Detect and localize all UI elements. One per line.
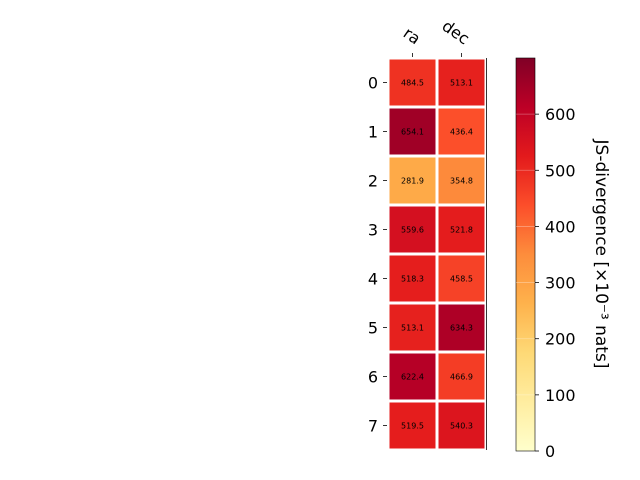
cell-value-label: 458.5 <box>450 275 473 284</box>
column-tick-label: dec <box>439 16 473 48</box>
cell-value-label: 281.9 <box>401 177 424 186</box>
row-tick-label: 7 <box>368 417 378 436</box>
cell-value-label: 354.8 <box>450 177 473 186</box>
cell-value-label: 466.9 <box>450 373 473 382</box>
heatmap-cells: 484.5 513.1 654.1 436.4 281.9 354.8 559.6 521.8… <box>386 56 488 452</box>
cell-value-label: 513.1 <box>450 79 473 88</box>
column-tick-labels: ra dec <box>400 16 473 57</box>
colorbar-tick-label: 300 <box>545 274 576 293</box>
row-tick-label: 3 <box>368 221 378 240</box>
column-tick-label: ra <box>400 23 424 48</box>
cell-value-label: 519.5 <box>401 422 424 431</box>
row-tick-label: 0 <box>368 74 378 93</box>
colorbar-tick-label: 400 <box>545 217 576 236</box>
cell-value-label: 521.8 <box>450 226 473 235</box>
colorbar-tick-label: 200 <box>545 330 576 349</box>
colorbar-tick-label: 0 <box>545 442 555 461</box>
cell-value-label: 540.3 <box>450 422 473 431</box>
heatmap-cell <box>435 105 488 158</box>
heatmap-cell <box>435 399 488 452</box>
colorbar-tick-label: 600 <box>545 105 576 124</box>
heatmap-cell <box>435 252 488 305</box>
heatmap-cell <box>435 154 488 207</box>
cell-value-label: 518.3 <box>401 275 424 284</box>
colorbar-gradient <box>515 57 536 452</box>
colorbar-lines <box>516 113 535 396</box>
row-tick-label: 5 <box>368 319 378 338</box>
cell-value-label: 484.5 <box>401 79 424 88</box>
cell-value-label: 559.6 <box>401 226 424 235</box>
colorbar-ticks: 0 100 200 300 400 500 600 <box>535 105 576 461</box>
cell-value-label: 634.3 <box>450 324 473 333</box>
colorbar-tick-label: 500 <box>545 161 576 180</box>
colorbar-tick-label: 100 <box>545 386 576 405</box>
cell-value-label: 513.1 <box>401 324 424 333</box>
row-tick-label: 2 <box>368 172 378 191</box>
cell-value-label: 436.4 <box>450 128 473 137</box>
colorbar: 0 100 200 300 400 500 600 JS-divergence [×10⁻³… <box>515 57 611 461</box>
heatmap-cell <box>435 203 488 256</box>
row-tick-labels: 0 1 2 3 4 5 6 7 <box>368 74 387 436</box>
row-tick-label: 6 <box>368 368 378 387</box>
colorbar-label: JS-divergence [×10⁻³ nats] <box>591 139 611 369</box>
row-tick-label: 1 <box>368 123 378 142</box>
row-tick-label: 4 <box>368 270 378 289</box>
cell-value-label: 654.1 <box>401 128 424 137</box>
cell-value-label: 622.4 <box>401 373 424 382</box>
